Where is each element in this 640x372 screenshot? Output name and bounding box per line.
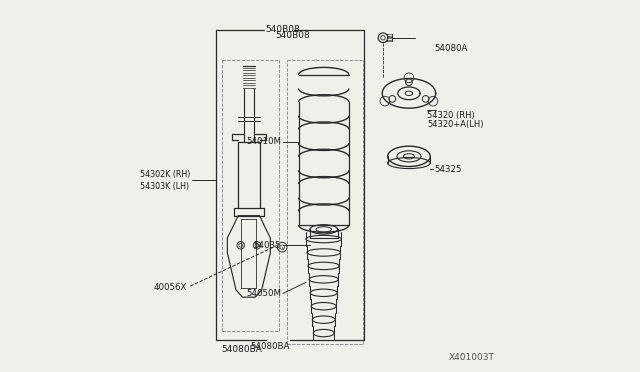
Text: 540B08: 540B08 xyxy=(275,31,310,41)
Text: 54302K (RH): 54302K (RH) xyxy=(140,170,191,179)
Text: 54035: 54035 xyxy=(253,241,281,250)
Text: 54010M: 54010M xyxy=(246,137,281,146)
Text: 54080BA: 54080BA xyxy=(221,344,262,353)
Text: 54080BA: 54080BA xyxy=(251,341,290,350)
Text: 54320 (RH): 54320 (RH) xyxy=(428,111,476,120)
Text: 40056X: 40056X xyxy=(153,283,187,292)
Text: 540B08: 540B08 xyxy=(265,25,300,34)
Text: 54080A: 54080A xyxy=(435,44,468,53)
Text: 54325: 54325 xyxy=(435,165,462,174)
Text: 54303K (LH): 54303K (LH) xyxy=(140,182,189,190)
Text: 54320+A(LH): 54320+A(LH) xyxy=(428,121,484,129)
Text: 54050M: 54050M xyxy=(246,289,281,298)
Text: X401003T: X401003T xyxy=(448,353,494,362)
